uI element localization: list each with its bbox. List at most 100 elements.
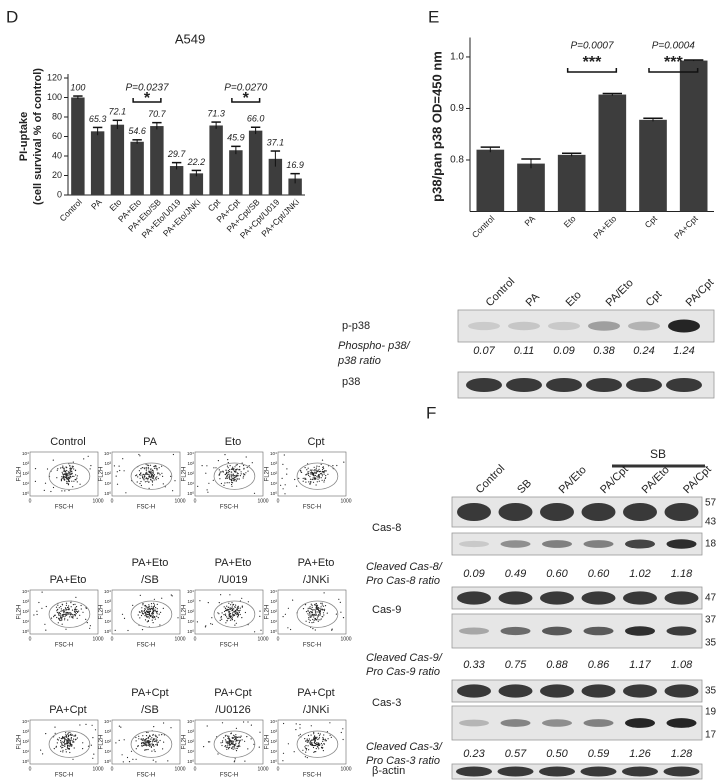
event-dot (322, 616, 324, 618)
ratio-value: 0.86 (588, 659, 610, 671)
event-dot (306, 741, 308, 743)
event-dot (317, 478, 319, 480)
event-dot (71, 609, 74, 611)
event-dot (240, 471, 242, 473)
event-dot (145, 740, 147, 742)
x-tick-label: 1000 (174, 636, 185, 642)
cleaved-band (459, 627, 489, 635)
event-dot (284, 613, 286, 615)
event-dot (141, 467, 143, 469)
event-dot (136, 481, 138, 483)
protein-label: Cas-3 (372, 697, 401, 709)
blot-strip (451, 705, 703, 741)
event-dot (320, 742, 322, 745)
event-dot (228, 748, 230, 750)
y-tick-label: 10⁴ (104, 589, 111, 594)
event-dot (318, 480, 320, 482)
band (664, 591, 699, 605)
event-dot (68, 738, 70, 740)
ratio-value: 0.75 (505, 659, 527, 671)
event-dot (305, 474, 307, 476)
event-dot (248, 465, 250, 467)
event-dot (157, 473, 159, 475)
event-dot (234, 624, 236, 626)
event-dot (69, 740, 71, 742)
event-dot (70, 612, 72, 614)
event-dot (159, 474, 161, 476)
event-dot (225, 469, 227, 471)
event-dot (220, 594, 222, 596)
event-dot (319, 609, 321, 611)
event-dot (139, 611, 141, 614)
event-dot (151, 477, 153, 479)
event-dot (308, 471, 310, 473)
event-dot (317, 732, 319, 735)
event-dot (224, 739, 227, 741)
mw-marker: 35 (705, 686, 716, 697)
event-dot (94, 729, 97, 731)
event-dot (223, 610, 226, 613)
event-dot (324, 740, 326, 742)
event-dot (232, 475, 234, 477)
event-dot (241, 617, 243, 619)
event-dot (44, 623, 46, 625)
event-dot (73, 468, 75, 470)
event-dot (153, 610, 155, 612)
x-tick-label: PA+Cpt (672, 213, 700, 241)
event-dot (338, 598, 340, 600)
event-dot (69, 477, 71, 479)
event-dot (318, 748, 320, 750)
mw-marker: 17 (705, 730, 716, 741)
event-dot (65, 475, 67, 477)
y-axis-label: FL2H (17, 467, 23, 482)
event-dot (226, 465, 229, 467)
event-dot (232, 479, 234, 481)
event-dot (60, 750, 62, 752)
event-dot (154, 609, 157, 611)
event-dot (231, 610, 233, 612)
y-axis-label: FL2H (182, 605, 188, 620)
ratio-value: 0.88 (546, 659, 568, 671)
event-dot (227, 609, 229, 611)
x-tick-label: 0 (194, 498, 197, 504)
ratio-value: 0.33 (463, 659, 485, 671)
event-dot (137, 614, 139, 616)
event-dot (69, 469, 71, 471)
event-dot (317, 614, 319, 617)
row-label: p38 (342, 376, 360, 388)
event-dot (122, 458, 124, 460)
event-dot (72, 467, 74, 469)
y-axis-label: FL2H (17, 735, 23, 750)
x-tick-label: PA (522, 213, 537, 228)
bar (598, 94, 627, 212)
event-dot (153, 598, 155, 600)
event-dot (232, 473, 234, 475)
ratio-value: 1.17 (629, 659, 651, 671)
event-dot (231, 612, 234, 614)
event-dot (63, 479, 66, 481)
event-dot (144, 744, 146, 746)
event-dot (153, 616, 155, 618)
event-dot (144, 481, 146, 483)
band (457, 503, 491, 521)
bar (130, 141, 144, 195)
event-dot (324, 477, 326, 479)
event-dot (146, 621, 148, 623)
event-dot (146, 473, 149, 475)
event-dot (211, 617, 213, 619)
event-dot (46, 468, 49, 470)
cleaved-band (625, 626, 655, 636)
event-dot (322, 750, 324, 752)
event-dot (65, 474, 67, 476)
event-dot (221, 618, 223, 620)
event-dot (149, 734, 151, 736)
event-dot (308, 607, 310, 609)
y-tick-label: 10⁰ (187, 759, 194, 764)
event-dot (145, 605, 147, 608)
lane-label: Eto (564, 289, 584, 309)
event-dot (144, 608, 146, 610)
event-dot (147, 742, 149, 744)
event-dot (204, 626, 206, 628)
event-dot (223, 606, 225, 608)
ratio-value: 1.28 (671, 748, 693, 760)
